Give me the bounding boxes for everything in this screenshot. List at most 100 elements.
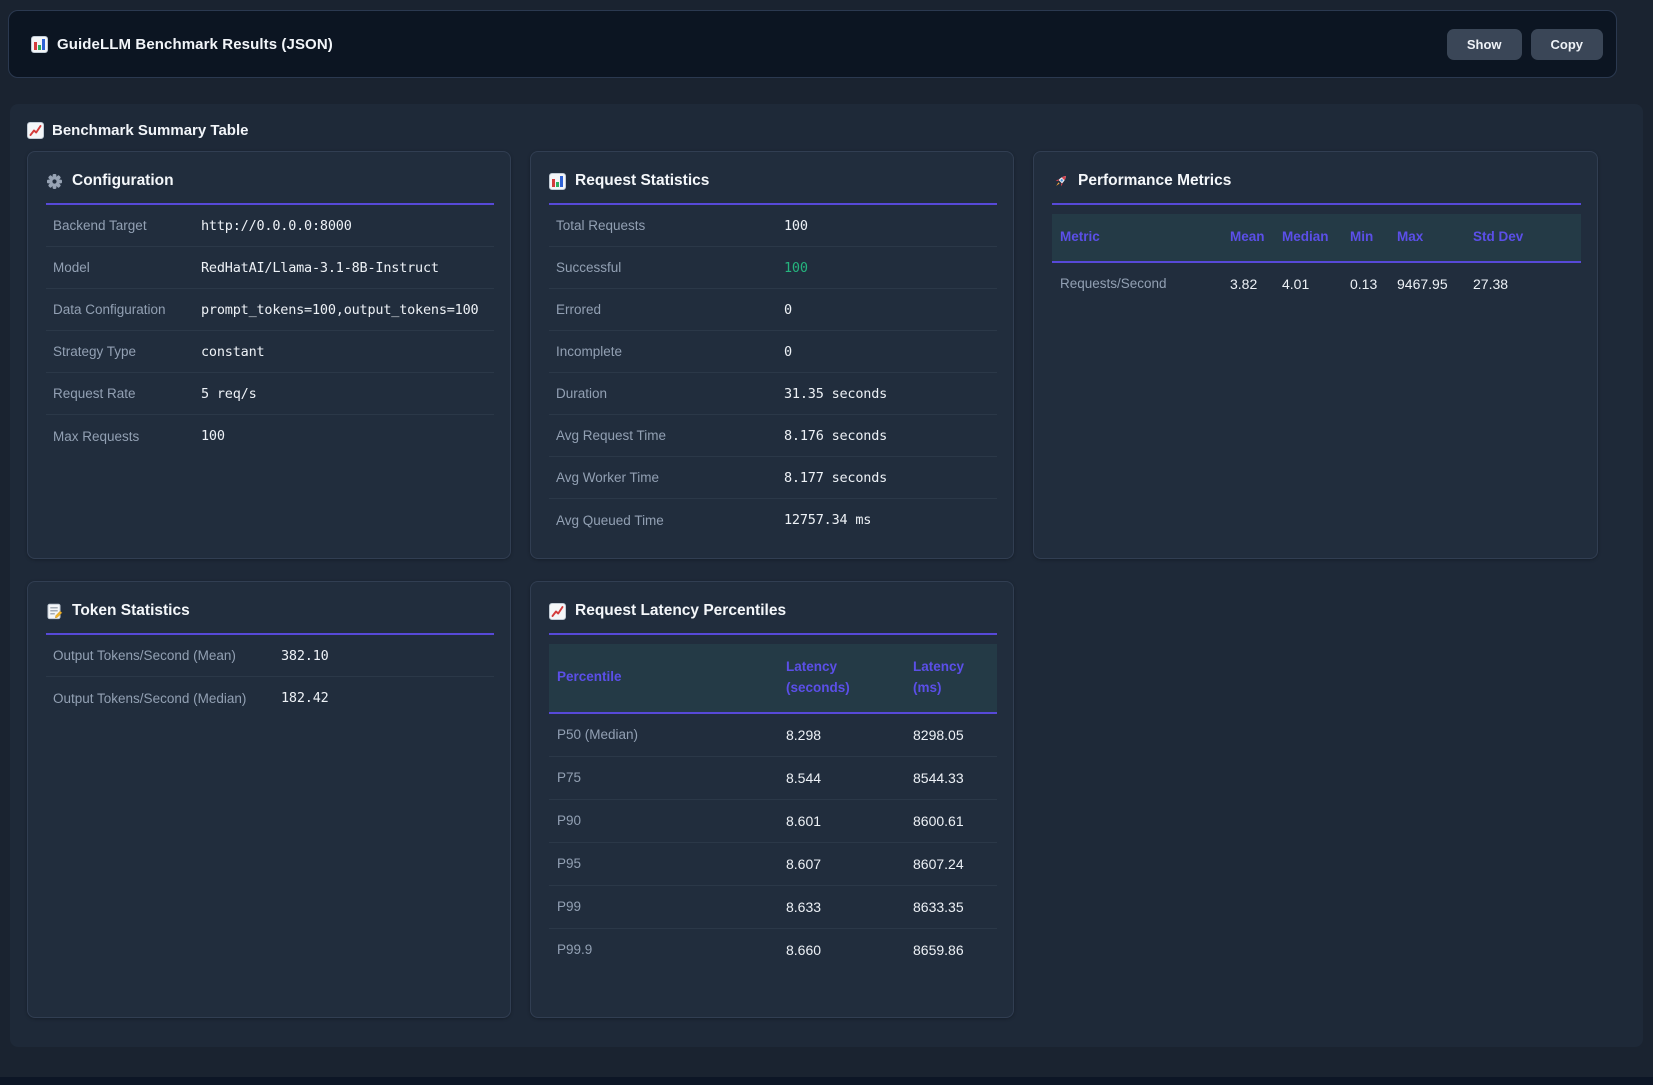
stat-value: 0	[784, 302, 792, 318]
stat-label: Avg Request Time	[556, 428, 784, 443]
stat-label: Avg Worker Time	[556, 470, 784, 485]
cell-value: 4.01	[1274, 262, 1342, 305]
stat-row: Request Rate5 req/s	[46, 373, 494, 415]
stat-row: Total Requests100	[549, 205, 997, 247]
stat-row: Output Tokens/Second (Mean)382.10	[46, 635, 494, 677]
cell-value: 8298.05	[905, 713, 997, 757]
cell-value: 8659.86	[905, 928, 997, 971]
stat-row: ModelRedHatAI/Llama-3.1-8B-Instruct	[46, 247, 494, 289]
page: GuideLLM Benchmark Results (JSON) Show C…	[0, 10, 1653, 1085]
stat-label: Avg Queued Time	[556, 513, 784, 528]
cell-value: 8.633	[778, 885, 905, 928]
table-row: P758.5448544.33	[549, 756, 997, 799]
stat-label: Request Rate	[53, 386, 201, 401]
bar-chart-icon	[31, 36, 48, 53]
cell-value: 27.38	[1465, 262, 1581, 305]
latency-percentiles-table: PercentileLatency (seconds)Latency (ms)P…	[549, 644, 997, 971]
page-title: GuideLLM Benchmark Results (JSON)	[57, 36, 333, 53]
card-title: Request Latency Percentiles	[575, 602, 786, 620]
cell-value: 8600.61	[905, 799, 997, 842]
stat-row: Data Configurationprompt_tokens=100,outp…	[46, 289, 494, 331]
stat-label: Data Configuration	[53, 302, 201, 317]
stat-label: Model	[53, 260, 201, 275]
request-statistics-card: Request Statistics Total Requests100Succ…	[530, 151, 1014, 559]
table-row: P99.98.6608659.86	[549, 928, 997, 971]
column-header: Latency (seconds)	[778, 644, 905, 713]
bar-chart-icon	[549, 173, 566, 190]
stat-row: Backend Targethttp://0.0.0.0:8000	[46, 205, 494, 247]
row-label: Requests/Second	[1052, 262, 1222, 305]
stat-row: Strategy Typeconstant	[46, 331, 494, 373]
stat-value: 382.10	[281, 648, 329, 664]
topbar-title-group: GuideLLM Benchmark Results (JSON)	[31, 36, 333, 53]
stat-value: 100	[201, 428, 225, 444]
stat-value: 182.42	[281, 690, 329, 706]
stat-row: Duration31.35 seconds	[549, 373, 997, 415]
stat-label: Duration	[556, 386, 784, 401]
card-title-row: Request Statistics	[549, 168, 997, 205]
column-header: Max	[1389, 214, 1465, 262]
cell-value: 8.607	[778, 842, 905, 885]
stat-row: Successful100	[549, 247, 997, 289]
show-button[interactable]: Show	[1447, 29, 1522, 60]
table-row: P958.6078607.24	[549, 842, 997, 885]
cell-value: 8.298	[778, 713, 905, 757]
cards-grid: Configuration Backend Targethttp://0.0.0…	[27, 151, 1626, 1018]
stat-value: 100	[784, 218, 808, 234]
topbar: GuideLLM Benchmark Results (JSON) Show C…	[8, 10, 1617, 78]
chart-increasing-icon	[549, 603, 566, 620]
cell-value: 0.13	[1342, 262, 1389, 305]
stat-label: Output Tokens/Second (Median)	[53, 691, 281, 706]
stat-label: Errored	[556, 302, 784, 317]
stat-row: Max Requests100	[46, 415, 494, 457]
bottom-strip	[0, 1077, 1653, 1085]
card-title-row: Performance Metrics	[1052, 168, 1581, 205]
card-title: Token Statistics	[72, 602, 190, 620]
card-title-row: Configuration	[46, 168, 494, 205]
table-header-row: MetricMeanMedianMinMaxStd Dev	[1052, 214, 1581, 262]
performance-metrics-card: Performance Metrics MetricMeanMedianMinM…	[1033, 151, 1598, 559]
configuration-rows: Backend Targethttp://0.0.0.0:8000ModelRe…	[46, 205, 494, 457]
row-label: P50 (Median)	[549, 713, 778, 757]
stat-row: Avg Queued Time12757.34 ms	[549, 499, 997, 541]
stat-row: Avg Worker Time8.177 seconds	[549, 457, 997, 499]
section-title: Benchmark Summary Table	[52, 122, 248, 139]
memo-icon	[46, 603, 63, 620]
stat-label: Successful	[556, 260, 784, 275]
token-statistics-card: Token Statistics Output Tokens/Second (M…	[27, 581, 511, 1018]
card-title-row: Request Latency Percentiles	[549, 598, 997, 635]
latency-percentiles-card: Request Latency Percentiles PercentileLa…	[530, 581, 1014, 1018]
copy-button[interactable]: Copy	[1531, 29, 1604, 60]
table-row: P908.6018600.61	[549, 799, 997, 842]
stat-value: 5 req/s	[201, 386, 257, 402]
cell-value: 3.82	[1222, 262, 1274, 305]
stat-label: Output Tokens/Second (Mean)	[53, 648, 281, 663]
stat-value: 12757.34 ms	[784, 512, 871, 528]
column-header: Std Dev	[1465, 214, 1581, 262]
row-label: P95	[549, 842, 778, 885]
gear-icon	[46, 173, 63, 190]
stat-row: Output Tokens/Second (Median)182.42	[46, 677, 494, 719]
cell-value: 8607.24	[905, 842, 997, 885]
stat-label: Strategy Type	[53, 344, 201, 359]
column-header: Median	[1274, 214, 1342, 262]
chart-increasing-icon	[27, 122, 44, 139]
stat-value: 0	[784, 344, 792, 360]
stat-row: Avg Request Time8.176 seconds	[549, 415, 997, 457]
stat-value: 8.177 seconds	[784, 470, 887, 486]
cell-value: 8633.35	[905, 885, 997, 928]
request-statistics-rows: Total Requests100Successful100Errored0In…	[549, 205, 997, 541]
stat-value: RedHatAI/Llama-3.1-8B-Instruct	[201, 260, 439, 276]
token-statistics-rows: Output Tokens/Second (Mean)382.10Output …	[46, 635, 494, 719]
section-heading: Benchmark Summary Table	[27, 122, 1626, 139]
column-header: Min	[1342, 214, 1389, 262]
column-header: Mean	[1222, 214, 1274, 262]
stat-value: prompt_tokens=100,output_tokens=100	[201, 302, 478, 318]
stat-label: Max Requests	[53, 429, 201, 444]
performance-metrics-table: MetricMeanMedianMinMaxStd DevRequests/Se…	[1052, 214, 1581, 305]
cell-value: 8.660	[778, 928, 905, 971]
stat-value: 100	[784, 260, 808, 276]
stat-row: Errored0	[549, 289, 997, 331]
cell-value: 9467.95	[1389, 262, 1465, 305]
stat-value: http://0.0.0.0:8000	[201, 218, 352, 234]
